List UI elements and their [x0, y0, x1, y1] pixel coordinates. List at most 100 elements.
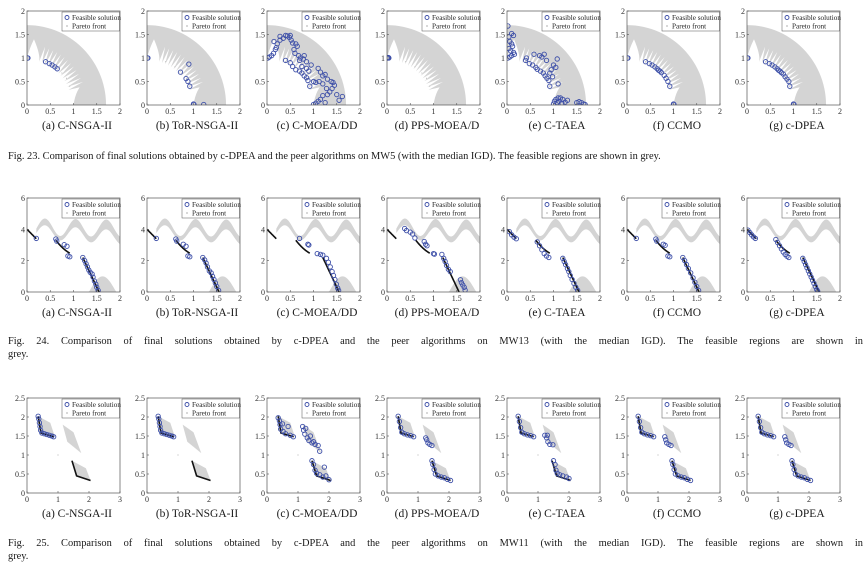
solution-point — [550, 442, 556, 448]
solution-point — [662, 242, 668, 248]
feasible-region — [638, 416, 655, 437]
legend-box — [61, 11, 120, 32]
feasible-band-lower — [802, 276, 840, 292]
subfigure-caption: (a) C-NSGA-II — [42, 307, 112, 319]
solution-point — [177, 69, 184, 75]
y-tick-label: 4 — [21, 225, 25, 234]
solution-point — [424, 243, 430, 249]
solution-point — [786, 78, 792, 85]
legend-solution-marker — [304, 202, 310, 207]
solution-point — [93, 281, 99, 287]
pareto-front-segment — [191, 460, 211, 482]
solution-point — [156, 416, 162, 422]
solution-point — [566, 475, 572, 482]
solution-point — [156, 420, 163, 426]
y-tick-label: 1.5 — [255, 31, 265, 40]
x-tick-label: 2 — [358, 107, 362, 116]
y-tick-label: 0.5 — [495, 78, 505, 87]
solution-point — [627, 55, 631, 61]
feasible-region — [507, 25, 587, 105]
solution-point — [647, 432, 654, 439]
x-tick-label: 1 — [192, 294, 196, 303]
legend-pareto-marker — [426, 25, 428, 27]
pareto-point — [666, 77, 668, 79]
legend-solution-label: Feasible solution — [792, 14, 841, 22]
axes-box — [386, 397, 481, 494]
solution-point — [313, 79, 319, 86]
legend-pareto-marker — [66, 25, 68, 27]
subfigure-caption: (c) C-MOEA/DD — [276, 307, 358, 319]
x-tick-label: 1.5 — [572, 294, 582, 303]
legend-box — [541, 11, 600, 32]
subfigure-caption: (b) ToR-NSGA-II — [155, 508, 239, 520]
feasible-point — [57, 454, 59, 456]
legend-pareto-label: Pareto front — [432, 23, 466, 31]
feasible-region — [267, 25, 347, 105]
legend-pareto-label: Pareto front — [72, 23, 106, 31]
y-tick-label: 0 — [381, 489, 385, 498]
y-tick-label: 0 — [141, 489, 145, 498]
y-tick-label: 6 — [21, 194, 25, 203]
solution-point — [294, 43, 300, 49]
solution-point — [795, 473, 801, 479]
solution-point — [185, 78, 191, 85]
solution-point — [35, 413, 41, 419]
y-tick-label: 2.5 — [255, 394, 265, 403]
x-tick-label: 1 — [432, 294, 436, 303]
pareto-point — [789, 85, 791, 87]
y-tick-label: 2 — [261, 257, 265, 266]
solution-point — [539, 247, 545, 253]
feasible-band-lower — [202, 276, 240, 292]
y-tick-label: 1.5 — [615, 31, 625, 40]
y-tick-label: 2.5 — [495, 394, 505, 403]
solution-point — [292, 50, 298, 56]
y-tick-label: 1.5 — [735, 31, 745, 40]
y-tick-label: 0 — [621, 288, 625, 297]
solution-point — [320, 252, 326, 258]
solution-point — [209, 273, 216, 279]
legend-pareto-marker — [666, 212, 668, 214]
legend-box — [661, 11, 720, 32]
solution-point — [44, 431, 50, 438]
solution-point — [157, 423, 163, 430]
feasible-band-lower — [82, 276, 120, 292]
caption-line-1: Fig. 24. Comparison of final solutions o… — [8, 336, 863, 347]
solution-point — [564, 265, 571, 272]
subfigure-caption: (g) c-DPEA — [769, 307, 825, 319]
legend-pareto-label: Pareto front — [552, 210, 586, 218]
solution-point — [548, 67, 554, 73]
solution-point — [187, 254, 193, 260]
pareto-point — [414, 66, 416, 68]
caption-line-1: Fig. 25. Comparison of final solutions o… — [8, 538, 863, 549]
y-tick-label: 2 — [21, 7, 25, 16]
y-tick-label: 2 — [141, 257, 145, 266]
solution-point — [61, 242, 67, 248]
solution-point — [457, 277, 464, 283]
x-tick-label: 2 — [807, 495, 811, 504]
pareto-front-segment — [387, 228, 397, 240]
y-tick-label: 2 — [381, 413, 385, 422]
plot-area — [635, 413, 694, 484]
solution-point — [324, 76, 331, 82]
solution-point — [332, 276, 338, 283]
solution-point — [555, 81, 561, 87]
figure-25-caption: Fig. 25. Comparison of final solutions o… — [8, 537, 863, 563]
legend-solution-label: Feasible solution — [552, 401, 601, 409]
solution-point — [282, 431, 289, 437]
solution-point — [755, 413, 761, 419]
pareto-front-segment — [267, 228, 277, 240]
x-tick-label: 0.5 — [645, 107, 655, 116]
solution-point — [323, 473, 329, 479]
solution-point — [94, 284, 100, 290]
x-tick-label: 0 — [145, 107, 149, 116]
x-tick-label: 0 — [505, 107, 509, 116]
pareto-point — [69, 85, 71, 87]
solution-point — [429, 442, 435, 449]
y-tick-label: 4 — [501, 225, 505, 234]
legend-solution-marker — [184, 202, 190, 207]
solution-point — [431, 251, 438, 257]
solution-point — [289, 63, 296, 70]
legend-box — [61, 398, 120, 419]
